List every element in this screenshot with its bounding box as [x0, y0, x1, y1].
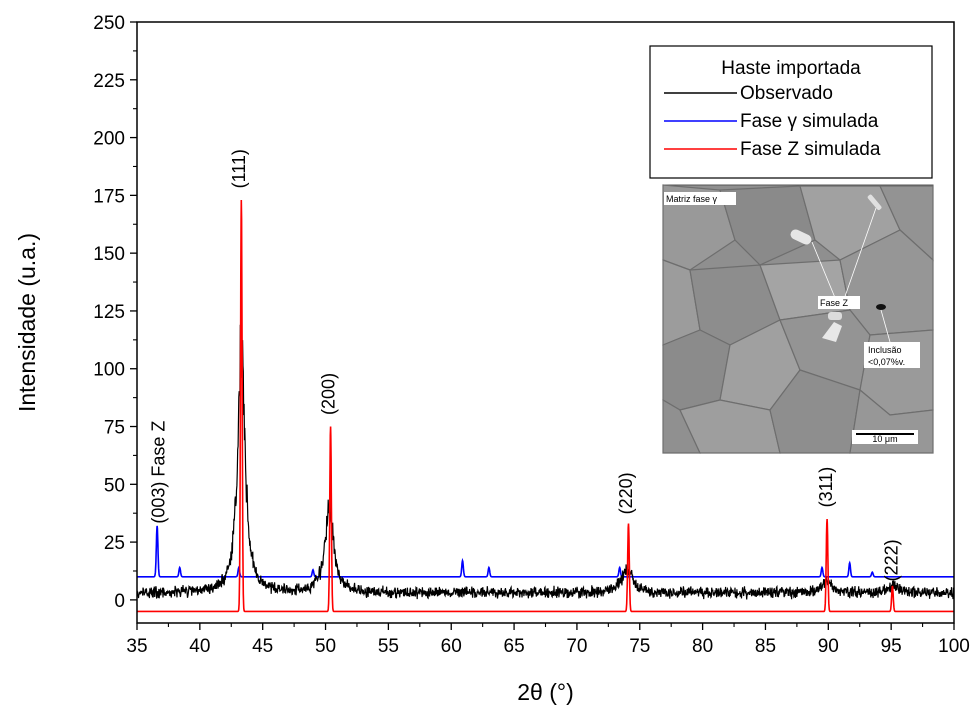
inset-label: Fase Z — [820, 298, 849, 308]
sem-micrograph-inset: Matriz fase γ Fase Z Inclusão <0,07%v. 10 μm — [662, 184, 934, 454]
y-tick-label: 50 — [104, 475, 125, 496]
legend-title: Haste importada — [721, 58, 861, 79]
precipitate — [867, 194, 882, 211]
label-bg — [864, 342, 920, 368]
series-line-fase-gamma — [137, 525, 954, 578]
precipitate — [822, 322, 842, 342]
x-tick-label: 75 — [629, 636, 650, 657]
y-tick-label: 75 — [104, 418, 125, 439]
inset-label: Matriz fase γ — [666, 194, 718, 204]
legend: Haste importada Observado Fase γ simulada F… — [649, 45, 933, 179]
legend-entry: Fase γ simulada — [740, 111, 879, 132]
peak-label: (311) — [816, 467, 836, 508]
series-line-observado — [137, 324, 954, 600]
y-tick-label: 150 — [93, 244, 125, 265]
x-tick-label: 65 — [504, 636, 525, 657]
x-tick-label: 45 — [252, 636, 273, 657]
y-tick-label: 225 — [93, 71, 125, 92]
series-line-fase-z — [137, 199, 954, 613]
x-tick-label: 55 — [378, 636, 399, 657]
inclusion — [876, 304, 886, 310]
peak-label: (111) — [229, 149, 249, 188]
x-tick-label: 35 — [126, 636, 147, 657]
legend-entry: Fase Z simulada — [740, 139, 881, 160]
legend-box — [649, 45, 933, 179]
y-tick-label: 0 — [114, 591, 125, 612]
label-bg — [664, 192, 736, 205]
precipitate — [828, 312, 842, 320]
annotation-layer: (003) Fase Z (111) (200) (220) (311) (222) — [149, 149, 902, 581]
x-tick-label: 80 — [692, 636, 713, 657]
legend-entry: Observado — [740, 83, 833, 104]
inset-label: Inclusão — [868, 345, 902, 355]
y-tick-label: 175 — [93, 186, 125, 207]
y-tick-label: 100 — [93, 360, 125, 381]
grain — [719, 185, 816, 266]
x-axis-title: 2θ (°) — [517, 679, 574, 705]
x-tick-label: 100 — [938, 636, 970, 657]
label-bg — [818, 296, 860, 309]
peak-label: (220) — [616, 472, 636, 514]
peak-label: (003) Fase Z — [149, 421, 169, 524]
x-tick-label: 70 — [566, 636, 587, 657]
y-tick-label: 25 — [104, 533, 125, 554]
peak-label: (200) — [318, 373, 338, 415]
grain — [662, 184, 736, 271]
axes-layer: 35 40 45 50 55 60 65 70 75 80 85 90 95 100 0 25 50 75 100 1… — [93, 13, 970, 657]
inset-label: 10 μm — [872, 434, 897, 444]
x-tick-label: 85 — [755, 636, 776, 657]
x-tick-label: 60 — [441, 636, 462, 657]
x-tick-label: 50 — [315, 636, 336, 657]
precipitate — [790, 229, 812, 245]
peak-label: (222) — [881, 539, 901, 581]
callout-line — [880, 309, 891, 343]
y-axis-title: Intensidade (u.a.) — [14, 233, 40, 412]
x-tick-label: 90 — [818, 636, 839, 657]
callout-line — [841, 207, 877, 306]
x-tick-label: 95 — [881, 636, 902, 657]
series-layer — [137, 199, 954, 613]
y-tick-label: 200 — [93, 129, 125, 150]
callout-line — [811, 241, 839, 306]
y-tick-label: 250 — [93, 13, 125, 34]
inset-label: <0,07%v. — [868, 357, 905, 367]
y-tick-label: 125 — [93, 302, 125, 323]
x-tick-label: 40 — [189, 636, 210, 657]
